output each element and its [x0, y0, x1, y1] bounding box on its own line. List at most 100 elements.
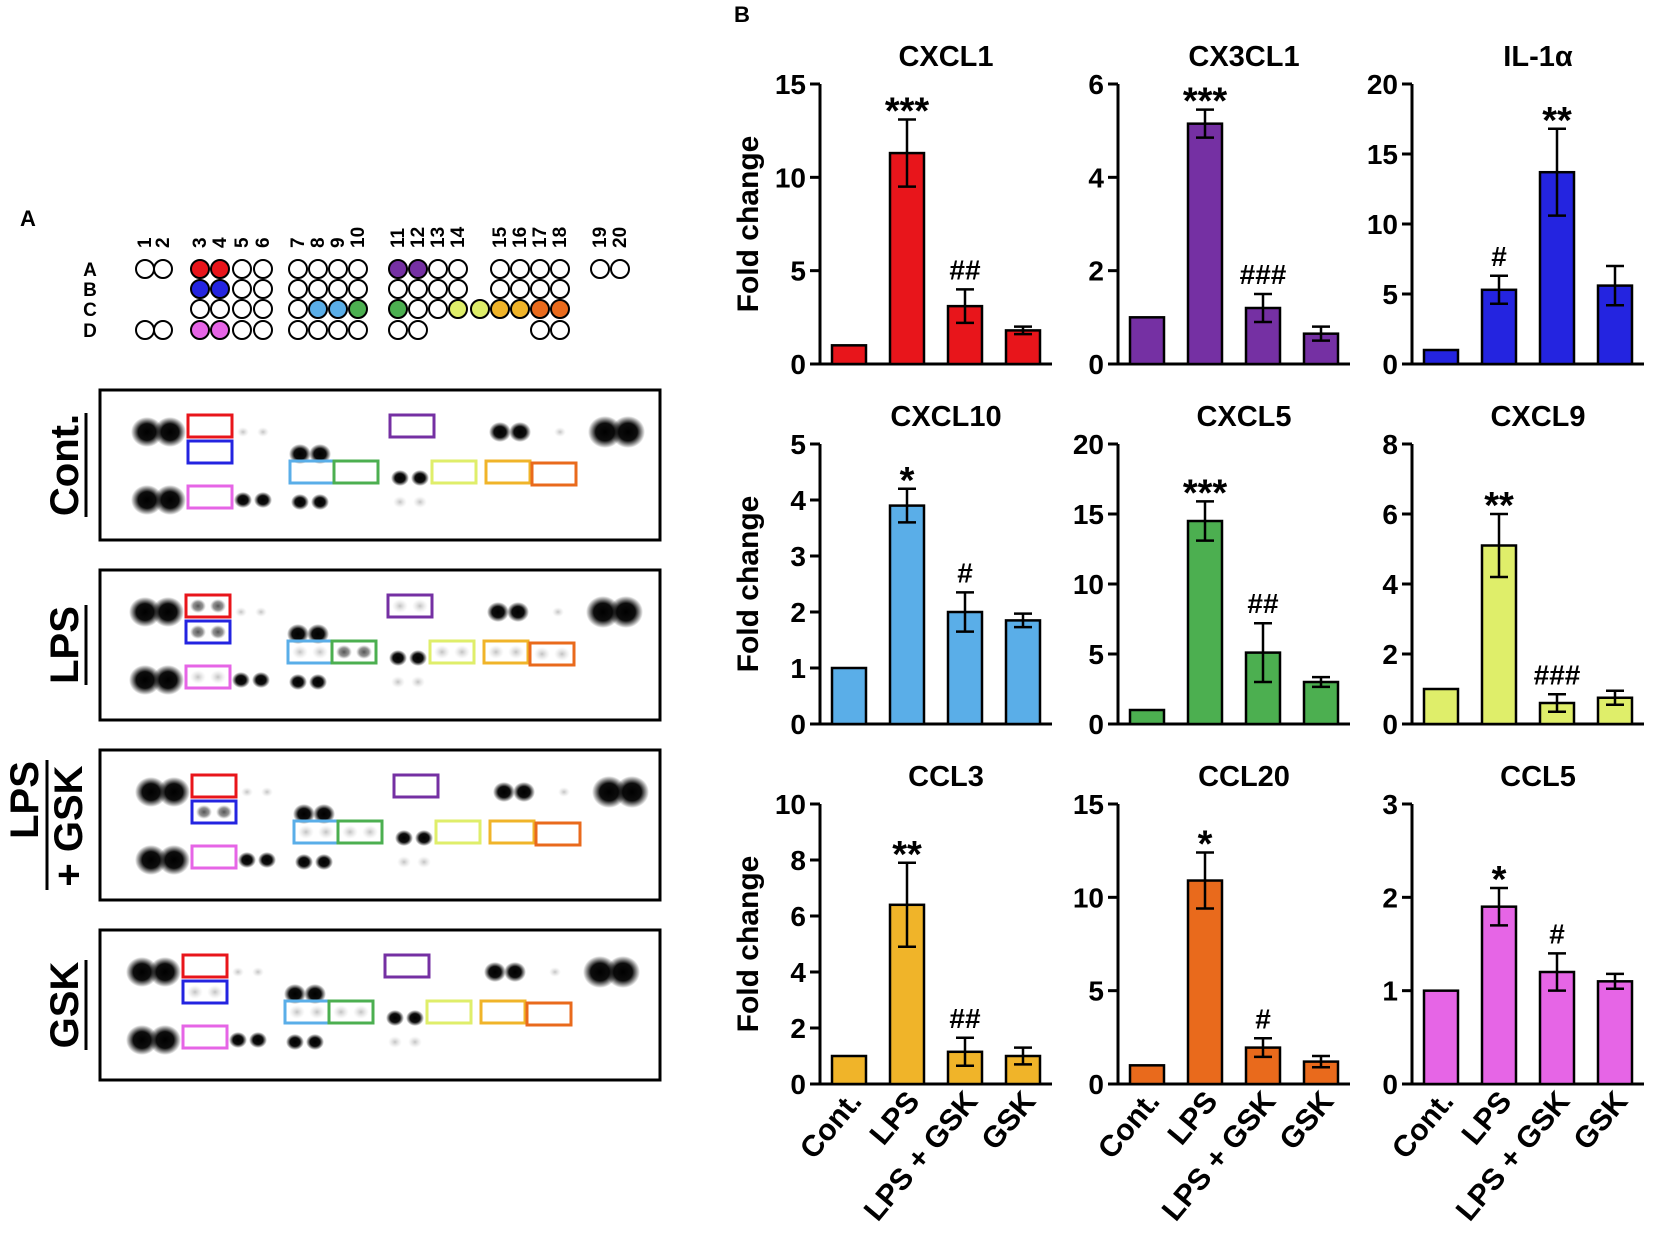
bar: [1186, 519, 1224, 726]
bar: [1596, 980, 1634, 1086]
panel-label-b: B: [734, 2, 750, 27]
blot-spot: [232, 967, 244, 977]
chart-title: CCL3: [908, 761, 984, 793]
map-spot: [408, 320, 428, 340]
reference-spot: [135, 845, 167, 875]
x-tick-label: GSK: [1567, 1085, 1634, 1156]
y-tick-label: 0: [790, 709, 806, 740]
blot-spot: [356, 645, 372, 659]
y-tick-label: 4: [1088, 162, 1104, 193]
blot-spot: [534, 647, 550, 661]
map-spot: [610, 259, 630, 279]
blot-spot: [306, 1034, 324, 1050]
reference-spot: [126, 1025, 158, 1055]
reference-spot: [131, 485, 163, 515]
map-spot: [510, 279, 530, 299]
blot-box-cxcl5: [327, 999, 375, 1025]
blot-label-lps: LPS: [43, 606, 87, 684]
blot-spot: [254, 492, 272, 508]
y-tick-label: 6: [1382, 499, 1398, 530]
map-spot-cxcl5: [388, 299, 408, 319]
y-tick-label: 10: [1073, 882, 1104, 913]
map-spot: [408, 279, 428, 299]
blot-spot: [411, 676, 425, 688]
blot-spot: [411, 470, 429, 486]
blot-spot: [554, 647, 570, 661]
blot-spot: [389, 650, 407, 666]
y-tick-label: 15: [1367, 139, 1398, 170]
bar: [1186, 122, 1224, 366]
map-spot: [388, 320, 408, 340]
column-number: 13: [428, 227, 449, 248]
y-tick-label: 10: [775, 789, 806, 820]
significance-label: **: [892, 834, 922, 876]
significance-label: **: [1542, 100, 1572, 142]
blot-spot: [406, 1010, 424, 1026]
blot-box-il-1a: [186, 439, 234, 465]
blot-spot: [508, 645, 524, 659]
blot-spot: [207, 985, 223, 999]
bar: [888, 151, 926, 366]
blot-spot: [393, 496, 407, 508]
column-number: 11: [388, 227, 409, 248]
bar-chart-cx3cl1: CX3CL1 0 2 4 6 *** ###: [1088, 41, 1350, 380]
map-spot: [590, 259, 610, 279]
y-tick-label: 5: [790, 429, 806, 460]
map-spot: [550, 259, 570, 279]
map-spot: [288, 279, 308, 299]
chart-title: CXCL1: [898, 41, 993, 73]
bar: [1480, 288, 1518, 366]
map-spot-cxcl5: [348, 299, 368, 319]
blot-spot: [252, 672, 270, 688]
blot-spot: [190, 599, 206, 613]
bar: [1186, 879, 1224, 1086]
significance-label: #: [1255, 1003, 1271, 1034]
map-spot: [348, 320, 368, 340]
column-number: 16: [510, 227, 531, 248]
y-axis-label: Fold change: [732, 856, 765, 1033]
map-spot: [232, 299, 252, 319]
map-spot: [348, 259, 368, 279]
blot-spot: [312, 645, 328, 659]
blot-spot: [336, 645, 352, 659]
blot-panels: Cont. LPS LPS + GSK GSK: [3, 388, 662, 1082]
significance-label: ***: [885, 90, 930, 132]
map-spot: [328, 279, 348, 299]
chart-title: CXCL10: [890, 401, 1001, 433]
map-spot: [190, 299, 210, 319]
y-tick-label: 4: [790, 485, 806, 516]
significance-label: ***: [1183, 81, 1228, 123]
column-number: 3: [190, 237, 211, 248]
bar: [830, 1054, 868, 1086]
blot-spot: [454, 645, 470, 659]
significance-label: ##: [949, 1003, 981, 1034]
bar: [1128, 708, 1166, 726]
map-spot-cxcl10: [328, 299, 348, 319]
significance-label: ***: [1183, 472, 1228, 514]
significance-label: #: [1491, 241, 1507, 272]
blot-box-cxcl9: [425, 999, 473, 1025]
y-tick-label: 5: [790, 256, 806, 287]
chart-title: CCL20: [1198, 761, 1290, 793]
blot-spot: [489, 422, 511, 442]
y-tick-label: 0: [1088, 709, 1104, 740]
column-number: 19: [590, 227, 611, 248]
map-spot: [135, 320, 155, 340]
blot-spot: [391, 676, 405, 688]
y-tick-label: 0: [1382, 709, 1398, 740]
reference-spot: [158, 845, 190, 875]
blot-box-cx3cl1: [392, 773, 440, 799]
map-spot: [232, 320, 252, 340]
y-tick-label: 0: [1382, 349, 1398, 380]
y-tick-label: 2: [790, 1013, 806, 1044]
reference-spot: [158, 777, 190, 807]
map-spot: [232, 259, 252, 279]
y-tick-label: 0: [1088, 1069, 1104, 1100]
blot-spot: [484, 962, 506, 982]
blot-spot: [388, 1036, 402, 1048]
blot-spot: [392, 599, 408, 613]
blot-spot: [397, 856, 411, 868]
map-spot-ccl20: [550, 299, 570, 319]
map-spot-ccl5: [210, 320, 230, 340]
